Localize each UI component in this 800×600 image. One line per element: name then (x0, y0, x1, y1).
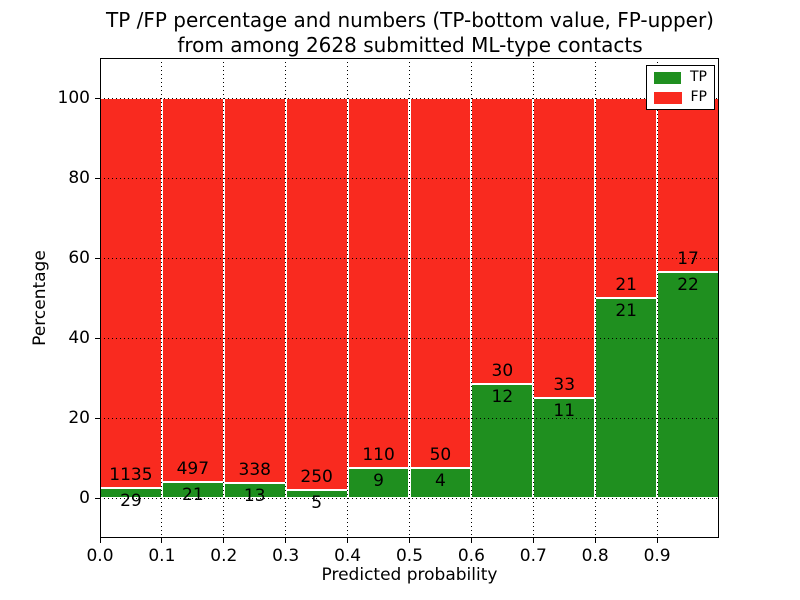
x-tick (99, 538, 101, 543)
y-gridline (100, 177, 719, 179)
y-tick-label: 20 (68, 408, 90, 428)
y-gridline (100, 257, 719, 259)
y-gridline (100, 97, 719, 99)
x-gridline (223, 58, 225, 538)
fp-bar (533, 98, 596, 398)
fp-bar (161, 98, 224, 482)
y-tick (95, 177, 100, 179)
fp-count-label: 250 (300, 467, 333, 488)
fp-count-label: 33 (553, 375, 576, 395)
fp-legend-swatch (654, 91, 682, 104)
x-tick (285, 538, 287, 543)
legend-entry-tp: TP (654, 70, 707, 85)
fp-count-label: 30 (491, 360, 514, 381)
y-tick (95, 97, 100, 99)
x-tick (347, 538, 349, 543)
x-gridline (532, 58, 534, 538)
fp-count-label: 17 (677, 249, 699, 270)
x-tick-label: 0.5 (395, 546, 424, 566)
y-tick-label: 40 (68, 328, 90, 348)
tp-count-label: 11 (553, 401, 576, 421)
x-gridline (285, 58, 287, 538)
legend-entry-fp: FP (654, 90, 707, 105)
x-tick-label: 0.6 (457, 546, 485, 566)
x-tick-label: 0.3 (272, 546, 300, 566)
tp-legend-swatch (654, 71, 681, 84)
y-tick-label: 0 (79, 488, 90, 508)
fp-count-label: 21 (615, 275, 637, 295)
fp-bar (223, 98, 286, 484)
fp-bar (285, 98, 348, 491)
x-tick (161, 538, 163, 543)
tp-count-label: 9 (373, 470, 384, 491)
chart-title-line1: TP /FP percentage and numbers (TP-bottom… (106, 8, 714, 32)
x-tick (409, 538, 410, 543)
tp-bar (657, 272, 719, 498)
y-tick (95, 257, 100, 259)
tp-count-label: 12 (491, 386, 514, 407)
fp-legend-label: FP (690, 89, 708, 105)
x-tick-label: 0.0 (86, 546, 114, 566)
x-axis-label: Predicted probability (321, 565, 498, 585)
fp-bar (100, 98, 162, 489)
fp-bar (347, 98, 410, 468)
fp-bar (657, 98, 719, 273)
x-gridline (656, 58, 658, 538)
x-gridline (409, 58, 410, 538)
chart-title: TP /FP percentage and numbers (TP-bottom… (90, 8, 730, 58)
y-tick-label: 60 (68, 248, 90, 268)
x-tick-label: 0.8 (581, 546, 609, 566)
x-tick-label: 0.7 (519, 546, 547, 566)
fp-count-label: 110 (362, 444, 395, 465)
x-gridline (347, 58, 349, 538)
tp-count-label: 21 (182, 484, 204, 505)
x-tick (223, 538, 225, 543)
legend: TP FP (646, 65, 715, 110)
x-tick-label: 0.9 (643, 546, 671, 566)
tp-count-label: 4 (435, 471, 446, 492)
tp-bar (471, 383, 534, 498)
tp-count-label: 22 (677, 275, 699, 296)
fp-count-label: 50 (429, 445, 452, 466)
tp-count-label: 5 (311, 493, 323, 514)
fp-count-label: 1135 (109, 465, 153, 486)
tp-count-label: 29 (120, 491, 142, 512)
tp-count-label: 21 (615, 301, 637, 321)
fp-bar (471, 98, 534, 384)
x-tick (594, 538, 596, 543)
x-tick-label: 0.4 (334, 546, 362, 566)
x-tick (656, 538, 658, 543)
y-tick (95, 497, 100, 499)
x-gridline (594, 58, 596, 538)
fp-bar (409, 98, 472, 469)
x-gridline (161, 58, 163, 538)
x-tick (470, 538, 472, 543)
x-tick-label: 0.2 (210, 546, 238, 566)
y-tick (95, 417, 100, 419)
x-gridline (470, 58, 472, 538)
fp-bar (595, 98, 658, 298)
tp-bar (409, 468, 472, 498)
fp-count-label: 497 (176, 458, 210, 479)
fp-count-label: 338 (238, 460, 271, 481)
y-tick (95, 337, 100, 339)
tp-bar (595, 298, 658, 498)
y-gridline (100, 497, 719, 499)
y-gridline (100, 337, 719, 339)
y-axis-label: Percentage (30, 250, 50, 346)
tp-count-label: 13 (243, 486, 266, 507)
y-tick-label: 80 (68, 168, 90, 188)
x-tick (532, 538, 534, 543)
tp-legend-label: TP (690, 69, 707, 85)
y-gridline (100, 417, 719, 419)
x-tick-label: 0.1 (148, 546, 176, 566)
y-tick-label: 100 (57, 88, 90, 108)
chart-title-line2: from among 2628 submitted ML-type contac… (177, 33, 643, 57)
